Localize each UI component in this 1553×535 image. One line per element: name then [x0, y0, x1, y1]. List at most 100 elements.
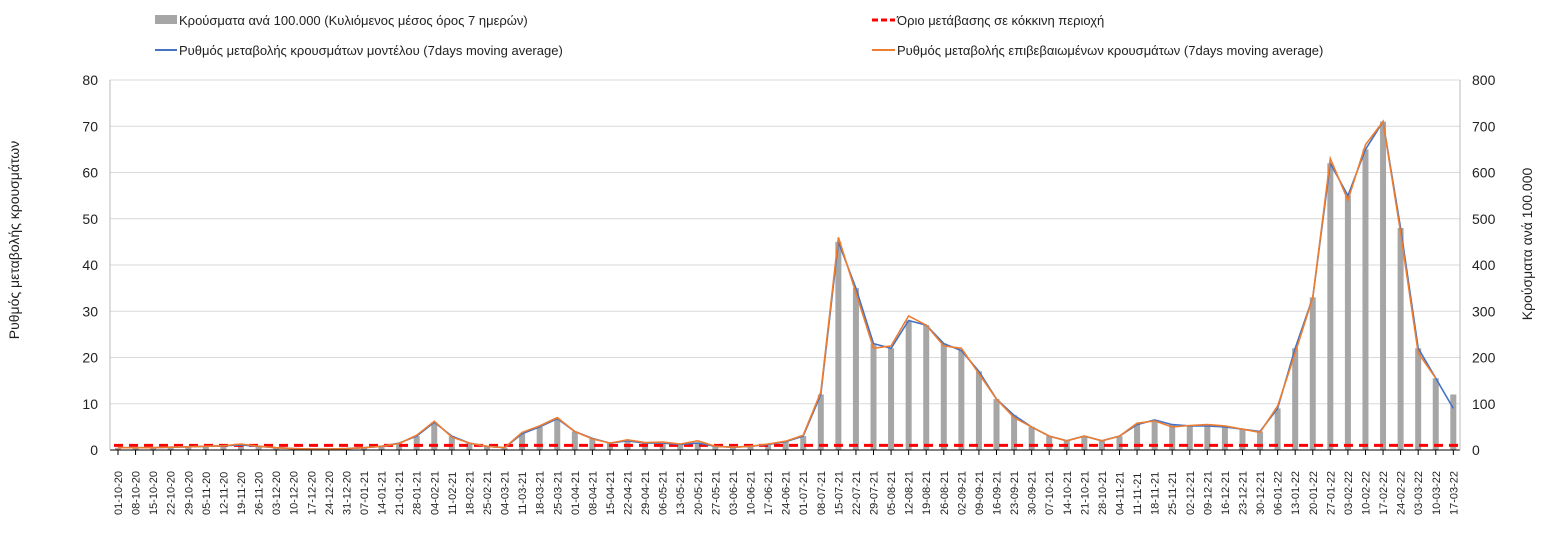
x-tick-label: 28-01-21 [412, 471, 424, 515]
bar [1327, 163, 1334, 450]
x-tick-label: 08-04-21 [587, 471, 599, 515]
x-tick-label: 25-02-21 [482, 471, 494, 515]
x-tick-label: 01-07-21 [798, 471, 810, 515]
x-tick-label: 16-12-21 [1220, 471, 1232, 515]
bar [360, 447, 367, 450]
x-tick-label: 10-03-22 [1431, 471, 1443, 515]
bar [1397, 228, 1404, 450]
left-tick-label: 30 [82, 303, 98, 319]
x-tick-label: 03-12-20 [271, 471, 283, 515]
left-tick-label: 60 [82, 165, 98, 181]
bar [940, 343, 947, 450]
bar [255, 446, 262, 450]
x-tick-label: 07-10-21 [1044, 471, 1056, 515]
bar [712, 446, 719, 450]
x-tick-label: 28-10-21 [1097, 471, 1109, 515]
x-tick-label: 13-05-21 [675, 471, 687, 515]
bar [905, 320, 912, 450]
x-tick-label: 09-12-21 [1202, 471, 1214, 515]
bar [1362, 149, 1369, 450]
bar [765, 444, 772, 450]
bar [237, 444, 244, 450]
bar [519, 433, 526, 450]
bar [677, 444, 684, 450]
right-tick-label: 600 [1472, 165, 1496, 181]
x-tick-label: 04-03-21 [500, 471, 512, 515]
bar [589, 438, 596, 450]
x-tick-label: 30-12-21 [1255, 471, 1267, 515]
bar [202, 446, 209, 450]
left-tick-label: 40 [82, 257, 98, 273]
bar [413, 436, 420, 450]
x-tick-label: 18-02-21 [464, 471, 476, 515]
x-tick-label: 05-08-21 [886, 471, 898, 515]
bar [167, 447, 174, 450]
x-tick-label: 12-11-20 [218, 472, 230, 515]
x-tick-label: 27-05-21 [710, 471, 722, 515]
x-tick-label: 02-09-21 [956, 471, 968, 515]
bar [150, 447, 157, 450]
left-tick-label: 80 [82, 72, 98, 88]
x-tick-label: 12-08-21 [904, 471, 916, 515]
confirmed-rate-line [118, 119, 1437, 450]
x-tick-label: 19-11-20 [236, 472, 248, 515]
bar [729, 447, 736, 450]
bar [800, 436, 807, 450]
bar [185, 446, 192, 450]
bar [1151, 419, 1158, 450]
bar [1186, 425, 1193, 450]
x-tick-label: 22-07-21 [851, 471, 863, 515]
gridlines [110, 79, 1460, 405]
x-tick-label: 09-09-21 [974, 471, 986, 515]
bar [852, 288, 859, 450]
bar [1028, 426, 1035, 450]
x-tick-label: 29-04-21 [640, 471, 652, 515]
x-tick-label: 24-06-21 [781, 471, 793, 515]
right-axis-title: Κρούσματα ανά 100.000 [1519, 168, 1535, 321]
x-tick-label: 08-07-21 [816, 471, 828, 515]
bar [483, 446, 490, 450]
right-tick-label: 700 [1472, 118, 1496, 134]
bar [1309, 297, 1316, 450]
x-tick-label: 18-03-21 [535, 471, 547, 515]
x-tick-label: 10-02-22 [1360, 471, 1372, 515]
x-ticks: 01-10-20 08-10-20 15-10-20 22-10-20 29-10-20… [113, 450, 1460, 515]
x-tick-label: 13-01-22 [1290, 471, 1302, 515]
bar [1257, 431, 1264, 450]
right-tick-label: 800 [1472, 72, 1496, 88]
x-tick-label: 10-12-20 [289, 471, 301, 515]
bar [975, 371, 982, 450]
x-tick-label: 19-08-21 [921, 471, 933, 515]
legend: Κρούσματα ανά 100.000 (Κυλιόμενος μέσος … [155, 13, 1323, 58]
x-tick-label: 30-09-21 [1027, 471, 1039, 515]
x-tick-label: 03-02-22 [1343, 471, 1355, 515]
x-tick-label: 06-05-21 [658, 471, 670, 515]
bar [958, 350, 965, 450]
bar [378, 446, 385, 450]
legend-bars-swatch [155, 15, 177, 24]
right-tick-label: 500 [1472, 211, 1496, 227]
x-tick-label: 03-06-21 [728, 471, 740, 515]
x-tick-label: 17-03-22 [1448, 471, 1460, 515]
x-tick-label: 23-09-21 [1009, 471, 1021, 515]
bar [1081, 436, 1088, 450]
left-axis-title: Ρυθμός μεταβολής κρουσμάτων [6, 141, 22, 339]
right-tick-label: 300 [1472, 303, 1496, 319]
bar [554, 418, 561, 450]
bar [1450, 394, 1457, 450]
bar [273, 447, 280, 450]
bar [782, 441, 789, 450]
x-tick-label: 22-04-21 [623, 471, 635, 515]
x-tick-label: 04-11-21 [1114, 472, 1126, 515]
x-tick-label: 24-12-20 [324, 471, 336, 515]
x-tick-label: 24-02-22 [1396, 471, 1408, 515]
x-tick-label: 22-10-20 [166, 471, 178, 515]
bar [571, 431, 578, 450]
left-tick-label: 70 [82, 118, 98, 134]
x-tick-label: 04-02-21 [429, 471, 441, 515]
bar [1134, 424, 1141, 450]
bar [1292, 348, 1299, 450]
x-tick-label: 11-03-21 [517, 472, 529, 515]
bar [1344, 195, 1351, 450]
x-tick-label: 10-06-21 [746, 471, 758, 515]
